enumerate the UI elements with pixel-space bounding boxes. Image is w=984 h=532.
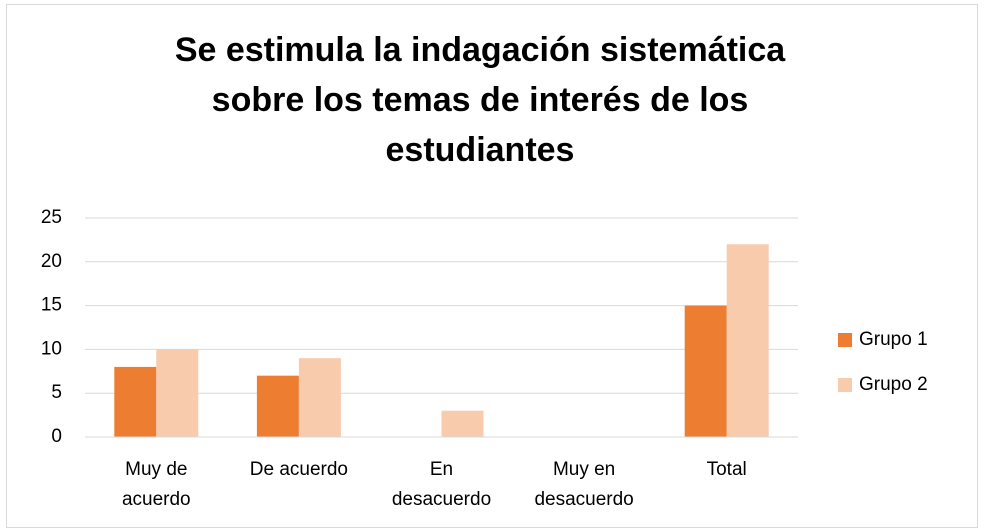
legend-label: Grupo 1 — [859, 329, 928, 350]
bar — [114, 366, 157, 437]
bar — [156, 349, 199, 437]
bar — [726, 244, 769, 437]
legend-swatch — [838, 378, 852, 392]
x-tick-label: En desacuerdo — [391, 459, 492, 510]
x-tick-label: Muy de acuerdo — [121, 459, 191, 510]
chart-title: sobre los temas de interés de los — [212, 81, 749, 119]
y-tick-label: 15 — [41, 295, 62, 316]
y-tick-label: 10 — [41, 338, 62, 359]
bar — [684, 305, 727, 437]
bar — [298, 358, 341, 437]
chart-frame — [6, 4, 978, 528]
x-tick-label: Muy en desacuerdo — [534, 459, 634, 510]
y-tick-label: 25 — [41, 207, 62, 228]
legend-label: Grupo 2 — [859, 374, 928, 395]
y-tick-label: 5 — [51, 382, 62, 403]
y-tick-label: 20 — [41, 251, 62, 272]
legend-swatch — [838, 333, 852, 347]
chart-title: estudiantes — [386, 131, 575, 169]
bar — [441, 410, 484, 437]
bar — [256, 375, 299, 437]
x-tick-label: Total — [706, 459, 747, 480]
chart-title: Se estimula la indagación sistemática — [175, 31, 786, 69]
y-tick-label: 0 — [51, 426, 62, 447]
x-tick-label: De acuerdo — [249, 459, 348, 480]
